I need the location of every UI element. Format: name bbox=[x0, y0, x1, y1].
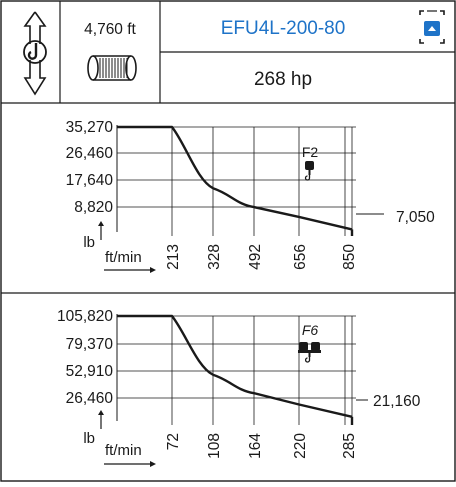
x-tick-label: 72 bbox=[165, 433, 182, 450]
x-axis-arrowhead bbox=[150, 461, 156, 467]
rope-drum-icon bbox=[87, 55, 137, 81]
y-axis-unit: lb bbox=[83, 430, 95, 447]
x-tick-label: 164 bbox=[247, 433, 264, 459]
chart-marks bbox=[117, 125, 384, 236]
x-tick-label: 850 bbox=[341, 244, 358, 270]
panel-label: F2 bbox=[302, 144, 319, 160]
chart-marks bbox=[117, 314, 368, 425]
y-axis-arrowhead bbox=[98, 410, 104, 415]
load-curve bbox=[117, 125, 353, 231]
y-tick-label: 35,270 bbox=[66, 119, 114, 136]
x-tick-label: 328 bbox=[206, 244, 223, 270]
y-tick-label: 17,640 bbox=[66, 172, 114, 189]
end-value-label: 7,050 bbox=[396, 209, 435, 226]
rope-length-label: 4,760 ft bbox=[84, 21, 136, 38]
y-axis-arrowhead bbox=[98, 221, 104, 226]
chart-labels: 105,820 79,370 52,910 26,460 72 108 164 220 285 bbox=[57, 308, 358, 459]
power-rating: 268 hp bbox=[254, 69, 312, 90]
x-axis-unit: ft/min bbox=[105, 249, 142, 266]
y-tick-label: 26,460 bbox=[66, 390, 114, 407]
x-tick-label: 656 bbox=[292, 244, 309, 270]
load-curve bbox=[117, 314, 353, 418]
panel-label: F6 bbox=[302, 322, 319, 338]
x-axis-arrowhead bbox=[150, 267, 156, 273]
model-name: EFU4L-200-80 bbox=[221, 18, 346, 39]
end-value-label: 21,160 bbox=[373, 393, 421, 410]
x-tick-label: 285 bbox=[341, 433, 358, 459]
x-tick-label: 220 bbox=[292, 433, 309, 459]
single-hook-icon bbox=[304, 161, 314, 181]
y-tick-label: 105,820 bbox=[57, 308, 113, 325]
y-axis-unit: lb bbox=[83, 234, 95, 251]
chart-f2: 35,270 26,460 17,640 8,820 213 328 492 656 850 l… bbox=[66, 119, 435, 273]
chart-labels: 35,270 26,460 17,640 8,820 213 328 492 656 850 bbox=[66, 119, 358, 270]
remote-control-icon bbox=[419, 10, 445, 44]
y-tick-label: 8,820 bbox=[74, 199, 113, 216]
y-tick-label: 79,370 bbox=[66, 336, 114, 353]
y-tick-label: 26,460 bbox=[66, 145, 114, 162]
hoist-hook-rotate-icon bbox=[23, 11, 47, 96]
x-tick-label: 213 bbox=[165, 244, 182, 270]
x-tick-label: 492 bbox=[247, 244, 264, 270]
y-tick-label: 52,910 bbox=[66, 363, 114, 380]
double-hook-icon bbox=[298, 342, 321, 363]
x-axis-unit: ft/min bbox=[105, 442, 142, 459]
x-tick-label: 108 bbox=[206, 433, 223, 459]
